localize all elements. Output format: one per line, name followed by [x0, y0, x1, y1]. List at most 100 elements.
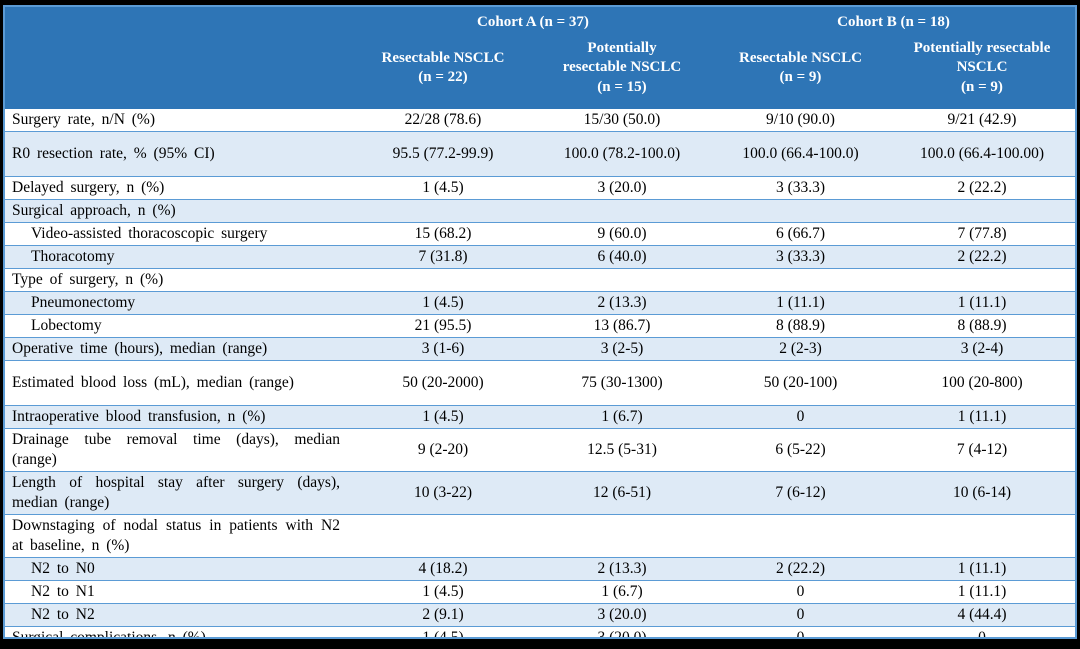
row-label: Drainage tube removal time (days), media… — [12, 431, 340, 468]
cell-value: 100 (20-800) — [941, 374, 1023, 391]
row-label: R0 resection rate, % (95% CI) — [12, 145, 215, 162]
cell-value: 1 (11.1) — [957, 560, 1007, 577]
cell-value: 3 (2-4) — [960, 340, 1004, 357]
cell-value: 2 (22.2) — [957, 248, 1007, 265]
cell-value: 3 (33.3) — [775, 248, 826, 265]
cell-value: 2 (22.2) — [957, 179, 1007, 196]
table-row: N2 to N2 2 (9.1) 3 (20.0) 0 4 (44.4) — [5, 603, 1075, 627]
table-row: Surgery rate, n/N (%) 22/28 (78.6) 15/30 (… — [5, 109, 1075, 132]
cell-value: 100.0 (66.4-100.0) — [742, 145, 859, 162]
row-label: Surgical complications, n (%) — [12, 629, 206, 639]
column-group-cohort-b: Cohort B (n = 18) — [837, 13, 950, 30]
cell-value: 1 (6.7) — [601, 583, 643, 600]
row-label: Surgical approach, n (%) — [12, 202, 176, 219]
cell-value: 100.0 (78.2-100.0) — [563, 145, 681, 162]
cell-value: 15/30 (50.0) — [583, 111, 661, 128]
row-label: Thoracotomy — [31, 248, 115, 265]
cell-value: 2 (2-3) — [779, 340, 822, 357]
row-label: Surgery rate, n/N (%) — [12, 111, 156, 128]
cell-value: 21 (95.5) — [414, 317, 472, 334]
table-row: N2 to N0 4 (18.2) 2 (13.3) 2 (22.2) 1 (11.1) — [5, 557, 1075, 581]
cell-value: 7 (6-12) — [775, 484, 826, 501]
row-label: Lobectomy — [31, 317, 102, 334]
cell-value: 0 — [796, 606, 805, 623]
cell-value: 1 (11.1) — [776, 294, 825, 311]
column-header-cohort-b-resectable: Resectable NSCLC (n = 9) — [739, 49, 862, 85]
cell-value: 9 (2-20) — [417, 441, 469, 458]
table-row: Downstaging of nodal status in patients … — [5, 515, 1075, 558]
cell-value — [354, 515, 532, 558]
cell-value: 1 (11.1) — [957, 583, 1007, 600]
cell-value: 50 (20-100) — [763, 374, 838, 391]
row-label: Intraoperative blood transfusion, n (%) — [12, 408, 266, 425]
cell-value — [889, 200, 1075, 223]
cell-value: 7 (77.8) — [957, 225, 1007, 242]
column-header-cohort-b-potentially-resectable: Potentially resectable NSCLC (n = 9) — [913, 40, 1051, 95]
cell-value — [532, 269, 712, 292]
cell-value: 95.5 (77.2-99.9) — [392, 145, 494, 162]
cell-value: 12 (6-51) — [592, 484, 652, 501]
cell-value: 0 — [796, 583, 805, 600]
column-group-cohort-a: Cohort A (n = 37) — [477, 13, 589, 30]
row-label: Video-assisted thoracoscopic surgery — [31, 225, 268, 242]
table-row: Pneumonectomy 1 (4.5) 2 (13.3) 1 (11.1) 1 (1… — [5, 291, 1075, 315]
row-label: Type of surgery, n (%) — [12, 271, 164, 288]
row-label: Operative time (hours), median (range) — [12, 340, 268, 357]
cell-value: 4 (44.4) — [957, 606, 1007, 623]
cell-value: 0 — [978, 629, 986, 639]
table-row: Delayed surgery, n (%) 1 (4.5) 3 (20.0) 3 (… — [5, 177, 1075, 200]
table-row: R0 resection rate, % (95% CI) 95.5 (77.2-… — [5, 131, 1075, 177]
table-body: Surgery rate, n/N (%) 22/28 (78.6) 15/30 (… — [5, 109, 1075, 639]
cell-value — [889, 269, 1075, 292]
cell-value: 10 (3-22) — [413, 484, 473, 501]
cell-value: 6 (66.7) — [775, 225, 826, 242]
cell-value: 9/10 (90.0) — [766, 111, 835, 128]
cell-value: 1 (11.1) — [957, 408, 1007, 425]
surgical-outcomes-table: Cohort A (n = 37) Cohort B (n = 18) Rese… — [3, 5, 1077, 639]
cell-value: 6 (40.0) — [597, 248, 647, 265]
table-row: Operative time (hours), median (range) 3 … — [5, 337, 1075, 361]
column-header-cohort-a-resectable: Resectable NSCLC (n = 22) — [381, 49, 505, 85]
row-label: Length of hospital stay after surgery (d… — [12, 474, 340, 511]
column-header-cohort-a-potentially-resectable: Potentially resectable NSCLC (n = 15) — [562, 40, 682, 95]
cell-value: 3 (2-5) — [600, 340, 644, 357]
cell-value — [354, 200, 532, 223]
cell-value: 15 (68.2) — [414, 225, 472, 242]
cell-value: 6 (5-22) — [775, 441, 826, 458]
table-row: Thoracotomy 7 (31.8) 6 (40.0) 3 (33.3) 2 (22… — [5, 245, 1075, 269]
cell-value: 10 (6-14) — [952, 484, 1012, 501]
cell-value — [532, 200, 712, 223]
cell-value: 2 (13.3) — [597, 560, 647, 577]
row-label: N2 to N2 — [31, 606, 95, 623]
table-row: N2 to N1 1 (4.5) 1 (6.7) 0 1 (11.1) — [5, 581, 1075, 604]
cell-value: 7 (31.8) — [418, 248, 468, 265]
cell-value: 3 (33.3) — [775, 179, 826, 196]
table-row: Video-assisted thoracoscopic surgery 15 (… — [5, 223, 1075, 246]
table-row: Drainage tube removal time (days), media… — [5, 429, 1075, 472]
cell-value: 100.0 (66.4-100.00) — [920, 145, 1044, 162]
cell-value — [354, 269, 532, 292]
cell-value: 3 (1-6) — [421, 340, 465, 357]
cell-value: 3 (20.0) — [597, 606, 647, 623]
cell-value: 1 (4.5) — [422, 583, 464, 600]
table-row: Intraoperative blood transfusion, n (%) 1… — [5, 405, 1075, 429]
cell-value: 0 — [796, 408, 805, 425]
table-row: Type of surgery, n (%) — [5, 269, 1075, 292]
table-row: Lobectomy 21 (95.5) 13 (86.7) 8 (88.9) 8 (88… — [5, 315, 1075, 338]
cell-value: 12.5 (5-31) — [587, 441, 657, 458]
cell-value: 2 (9.1) — [422, 606, 464, 623]
cell-value: 0 — [796, 629, 805, 639]
row-label: Downstaging of nodal status in patients … — [12, 517, 340, 554]
cell-value: 8 (88.9) — [957, 317, 1007, 334]
cell-value: 75 (30-1300) — [581, 374, 663, 391]
cell-value — [712, 269, 889, 292]
cell-value — [712, 515, 889, 558]
row-label: Pneumonectomy — [31, 294, 136, 311]
cell-value — [532, 515, 712, 558]
cell-value: 1 (4.5) — [422, 408, 464, 425]
row-label: N2 to N0 — [31, 560, 95, 577]
table-row: Estimated blood loss (mL), median (range… — [5, 361, 1075, 406]
row-label: N2 to N1 — [31, 583, 95, 600]
cell-value: 22/28 (78.6) — [404, 111, 482, 128]
